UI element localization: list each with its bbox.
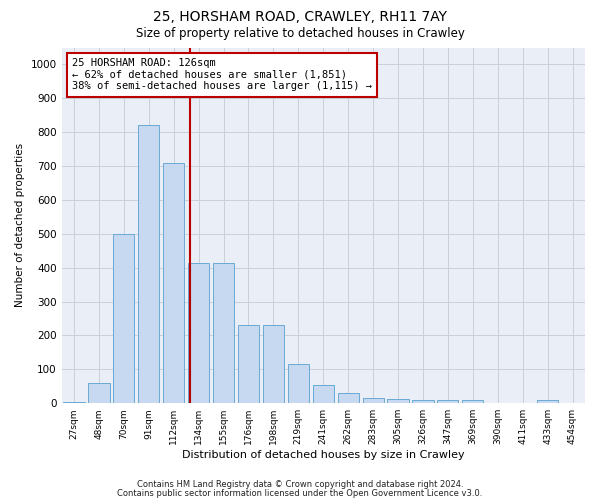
Bar: [138, 126, 160, 403]
Bar: [362, 398, 384, 403]
Bar: [462, 400, 484, 403]
Bar: [88, 383, 110, 403]
Bar: [338, 393, 359, 403]
Bar: [437, 400, 458, 403]
Bar: [238, 326, 259, 403]
Bar: [163, 162, 184, 403]
Bar: [313, 384, 334, 403]
Bar: [388, 399, 409, 403]
Bar: [188, 262, 209, 403]
Bar: [537, 400, 558, 403]
Text: 25, HORSHAM ROAD, CRAWLEY, RH11 7AY: 25, HORSHAM ROAD, CRAWLEY, RH11 7AY: [153, 10, 447, 24]
Bar: [213, 262, 234, 403]
Text: Contains HM Land Registry data © Crown copyright and database right 2024.: Contains HM Land Registry data © Crown c…: [137, 480, 463, 489]
Bar: [412, 400, 434, 403]
Text: Size of property relative to detached houses in Crawley: Size of property relative to detached ho…: [136, 28, 464, 40]
X-axis label: Distribution of detached houses by size in Crawley: Distribution of detached houses by size …: [182, 450, 464, 460]
Bar: [288, 364, 309, 403]
Text: 25 HORSHAM ROAD: 126sqm
← 62% of detached houses are smaller (1,851)
38% of semi: 25 HORSHAM ROAD: 126sqm ← 62% of detache…: [72, 58, 372, 92]
Bar: [113, 234, 134, 403]
Bar: [64, 402, 85, 403]
Y-axis label: Number of detached properties: Number of detached properties: [15, 144, 25, 308]
Bar: [263, 326, 284, 403]
Text: Contains public sector information licensed under the Open Government Licence v3: Contains public sector information licen…: [118, 490, 482, 498]
